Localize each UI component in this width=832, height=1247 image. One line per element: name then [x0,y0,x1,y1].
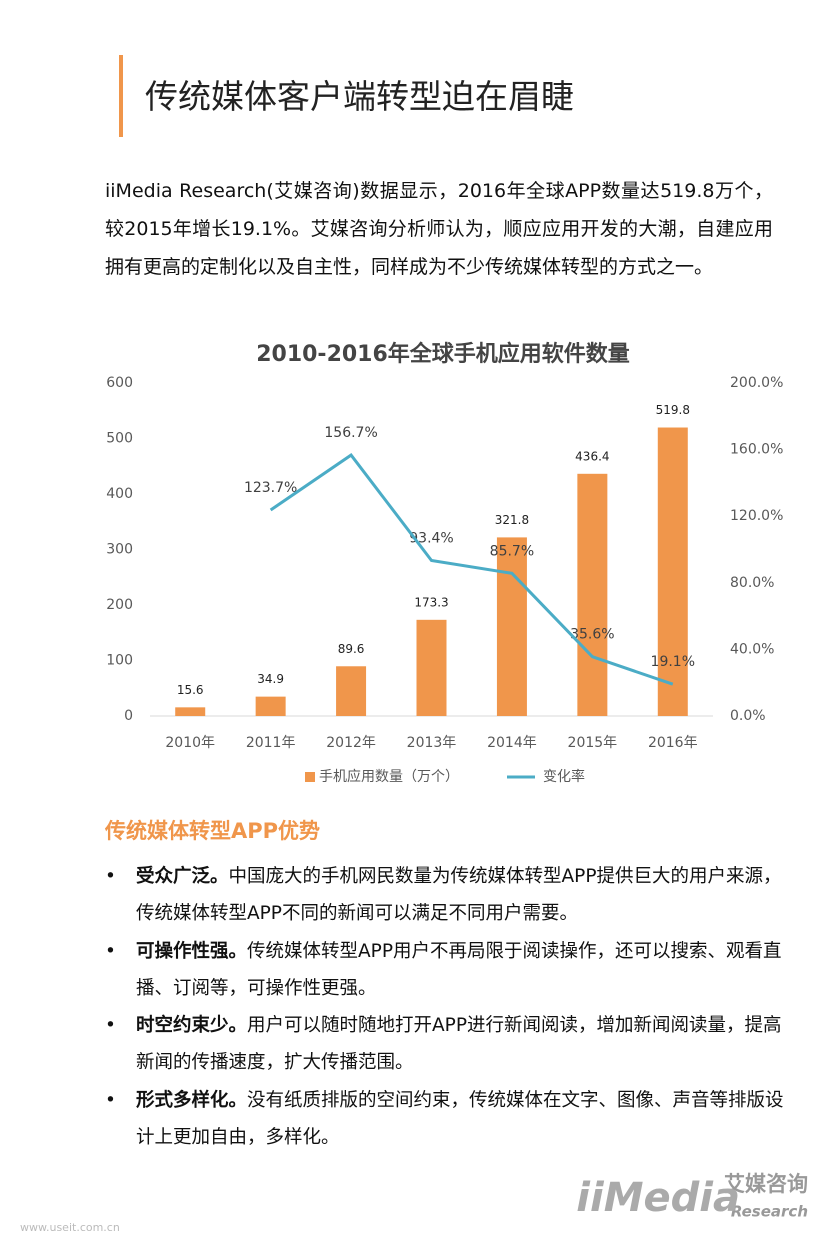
bar [577,473,608,716]
logo-cn: 艾媒咨询 [724,1172,808,1196]
bar-label: 519.8 [656,403,690,417]
y2-tick-label: 200.0% [730,375,783,391]
bullet-lead: 形式多样化。 [136,1089,248,1111]
bar [657,427,688,716]
y-tick-label: 400 [106,486,133,502]
x-tick-label: 2014年 [487,735,537,751]
title-accent [119,55,123,137]
page-title: 传统媒体客户端转型迫在眉睫 [145,77,574,116]
bullet: 可操作性强。传统媒体转型APP用户不再局限于阅读操作，还可以搜索、观看直播、订阅… [105,933,785,1007]
legend-label: 手机应用数量（万个） [319,768,459,785]
bullet-text: 中国庞大的手机网民数量为传统媒体转型APP提供巨大的用户来源，传统媒体转型APP… [136,866,782,924]
legend-swatch [305,772,315,782]
y2-tick-label: 0.0% [730,708,766,724]
bullet: 受众广泛。中国庞大的手机网民数量为传统媒体转型APP提供巨大的用户来源，传统媒体… [105,858,785,932]
line-label: 93.4% [409,530,453,546]
x-tick-label: 2012年 [326,735,376,751]
line-label: 35.6% [570,627,614,643]
bullet-text: 没有纸质排版的空间约束，传统媒体在文字、图像、声音等排版设计上更加自由，多样化。 [136,1089,784,1148]
bar [336,666,367,716]
x-tick-label: 2010年 [165,735,215,751]
logo-en: Research [731,1203,808,1221]
bar-label: 436.4 [575,449,609,463]
bullet-list: 受众广泛。中国庞大的手机网民数量为传统媒体转型APP提供巨大的用户来源，传统媒体… [105,858,785,1156]
logo-brand: iiMedia [576,1175,740,1221]
bar-label: 15.6 [177,683,204,697]
bar-label: 89.6 [338,642,365,656]
y2-tick-label: 160.0% [730,442,783,458]
y2-tick-label: 80.0% [730,575,774,591]
y-tick-label: 600 [106,375,133,391]
bullet-lead: 时空约束少。 [136,1015,248,1036]
y-tick-label: 300 [106,542,133,558]
legend-label: 变化率 [543,768,585,785]
chart-title: 2010-2016年全球手机应用软件数量 [256,341,630,367]
y2-tick-label: 120.0% [730,508,783,524]
bullet-lead: 可操作性强。 [136,940,248,962]
line-label: 19.1% [651,654,695,670]
line-label: 85.7% [490,543,534,559]
line-label: 156.7% [324,425,377,441]
bar [496,537,527,716]
line [269,453,674,686]
bullet-text: 用户可以随时随地打开APP进行新闻阅读，增加新闻阅读量，提高新闻的传播速度，扩大… [136,1015,782,1073]
y-tick-label: 0 [124,708,133,724]
y-tick-label: 100 [106,653,133,669]
bar [416,619,447,716]
bullet-text: 传统媒体转型APP用户不再局限于阅读操作，还可以搜索、观看直播、订阅等，可操作性… [136,940,782,999]
x-tick-label: 2013年 [407,735,457,751]
x-tick-label: 2015年 [568,735,618,751]
x-tick-label: 2011年 [246,735,296,751]
y2-tick-label: 40.0% [730,641,774,657]
bar [175,707,206,716]
y-tick-label: 200 [106,597,133,613]
y-tick-label: 500 [106,431,133,447]
footer-url: www.useit.com.cn [20,1221,120,1234]
bullet-lead: 受众广泛。 [136,866,229,887]
bullet: 形式多样化。没有纸质排版的空间约束，传统媒体在文字、图像、声音等排版设计上更加自… [105,1082,785,1156]
section-title: 传统媒体转型APP优势 [105,819,321,843]
bar-label: 173.3 [414,595,448,609]
x-tick-label: 2016年 [648,735,698,751]
bar-label: 321.8 [495,513,529,527]
paragraph: iiMedia Research(艾媒咨询)数据显示，2016年全球APP数量达… [105,180,773,278]
bar [255,696,286,716]
line-label: 123.7% [244,480,297,496]
bar-label: 34.9 [257,672,284,686]
bullet: 时空约束少。用户可以随时随地打开APP进行新闻阅读，增加新闻阅读量，提高新闻的传… [105,1007,785,1081]
